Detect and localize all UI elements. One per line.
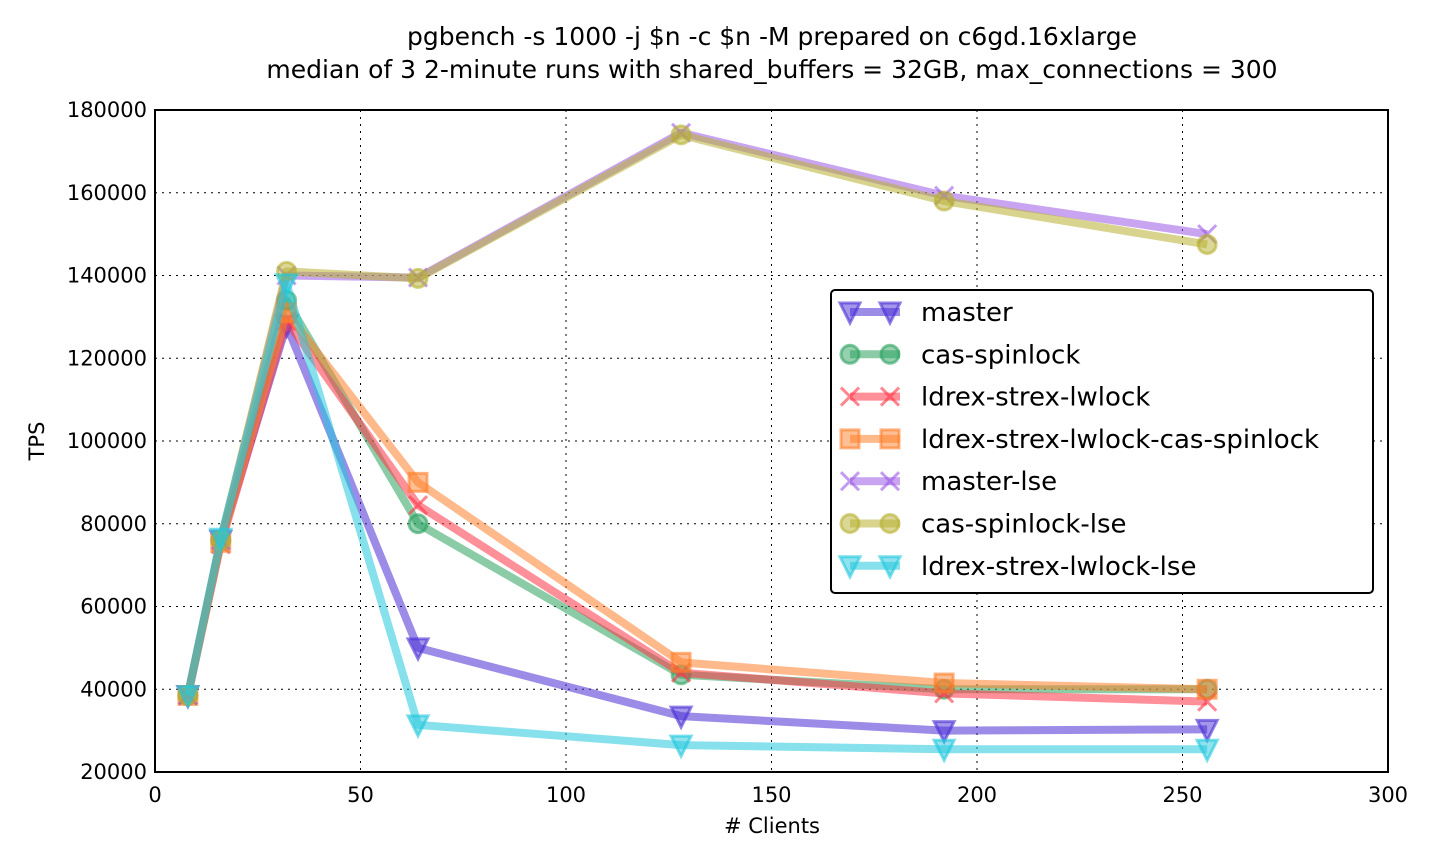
legend-item: master	[837, 298, 1013, 328]
legend-item: ldrex-strex-lwlock-lse	[837, 552, 1196, 582]
data-point-circle	[407, 267, 429, 289]
data-point-triangle-down	[668, 705, 694, 731]
legend-box	[830, 289, 1374, 594]
x-tick-label: 100	[546, 783, 586, 807]
data-point-triangle-down	[837, 301, 863, 327]
y-axis-label: TPS	[25, 422, 49, 462]
data-point-triangle-down	[931, 720, 957, 745]
legend-item: cas-spinlock-lse	[839, 510, 1127, 540]
data-point-x	[407, 495, 429, 516]
legend: master cas-spinlock ldrex-strex-lwlock ldre…	[830, 289, 1374, 594]
legend-label: ldrex-strex-lwlock	[921, 383, 1150, 413]
y-tick-label: 120000	[67, 346, 147, 370]
legend-label: ldrex-strex-lwlock-lse	[921, 552, 1196, 582]
y-tick-label: 60000	[80, 595, 147, 619]
data-point-square	[879, 428, 901, 450]
legend-label: ldrex-strex-lwlock-cas-spinlock	[921, 425, 1319, 455]
data-point-triangle-down	[1194, 718, 1220, 744]
y-tick-label: 40000	[80, 677, 147, 701]
series-ldrex-strex-lwlock-lse	[175, 273, 1220, 764]
series-group	[175, 122, 1220, 764]
x-tick-label: 150	[751, 783, 791, 807]
data-point-triangle-down	[837, 555, 863, 581]
ticks: 0 50 100 150 200 250 300 20000 40000 60000 80000 10…	[67, 98, 1408, 807]
data-point-circle	[1196, 233, 1218, 255]
data-point-x	[879, 471, 901, 492]
x-axis-label: # Clients	[724, 814, 820, 838]
legend-item: ldrex-strex-lwlock	[839, 383, 1150, 413]
data-point-square	[670, 651, 692, 673]
x-tick-label: 200	[957, 783, 997, 807]
data-point-circle	[879, 343, 901, 365]
y-tick-label: 100000	[67, 429, 147, 453]
legend-item: ldrex-strex-lwlock-cas-spinlock	[839, 425, 1319, 455]
data-point-circle	[670, 124, 692, 146]
data-point-triangle-down	[877, 301, 903, 327]
x-tick-label: 0	[148, 783, 161, 807]
x-tick-label: 250	[1162, 783, 1202, 807]
data-point-square	[407, 471, 429, 493]
data-point-square	[933, 672, 955, 694]
data-point-triangle-down	[405, 714, 431, 740]
data-point-square	[839, 428, 861, 450]
plot-frame	[154, 109, 1389, 773]
data-point-triangle-down	[668, 734, 694, 760]
x-tick-label: 300	[1368, 783, 1408, 807]
y-tick-label: 20000	[80, 760, 147, 784]
data-point-x	[839, 471, 861, 492]
data-point-triangle-down	[175, 684, 201, 710]
data-point-triangle-down	[931, 738, 957, 764]
legend-label: master-lse	[921, 467, 1057, 497]
y-tick-label: 140000	[67, 264, 147, 288]
data-point-x	[879, 386, 901, 407]
y-tick-label: 160000	[67, 181, 147, 205]
y-tick-label: 80000	[80, 512, 147, 536]
data-point-circle	[879, 513, 901, 534]
x-tick-label: 50	[347, 783, 374, 807]
legend-item: cas-spinlock	[839, 340, 1080, 370]
chart-title: pgbench -s 1000 -j $n -c $n -M prepared …	[407, 22, 1137, 51]
data-point-triangle-down	[405, 637, 431, 663]
data-point-triangle-down	[877, 555, 903, 581]
data-point-circle	[839, 513, 861, 534]
chart-subtitle: median of 3 2-minute runs with shared_bu…	[266, 55, 1277, 84]
data-point-x	[839, 386, 861, 407]
data-point-triangle-down	[274, 273, 299, 299]
legend-label: cas-spinlock-lse	[921, 510, 1127, 540]
data-point-circle	[839, 343, 861, 365]
data-point-circle	[407, 513, 429, 535]
data-point-square	[1196, 678, 1218, 700]
legend-label: master	[921, 298, 1013, 328]
data-point-triangle-down	[208, 527, 234, 553]
legend-label: cas-spinlock	[921, 340, 1080, 370]
data-point-triangle-down	[1194, 738, 1220, 764]
data-point-circle	[933, 190, 955, 212]
y-tick-label: 180000	[67, 98, 147, 122]
legend-item: master-lse	[839, 467, 1057, 497]
